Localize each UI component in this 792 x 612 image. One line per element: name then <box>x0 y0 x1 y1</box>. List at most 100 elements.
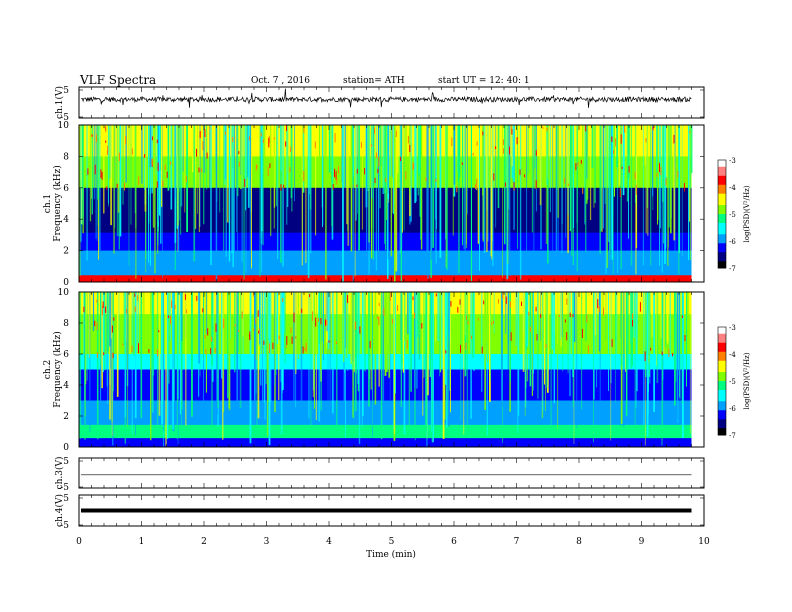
ch2-spectrogram-speckle <box>241 311 243 319</box>
ch2-spectrogram-speckle <box>131 345 133 352</box>
ch2-spectrogram-streak <box>100 292 102 366</box>
ch2-spectrogram-streak <box>191 292 193 417</box>
ch2-spectrogram-speckle <box>204 335 206 340</box>
ch1-spectrogram-speckle <box>255 164 257 171</box>
ch2-spectrogram-streak <box>344 292 345 373</box>
ch1-spectrogram-speckle <box>535 180 537 189</box>
ch1-spectrogram-streak <box>225 125 227 257</box>
ch2-spectrogram-streak <box>374 292 377 405</box>
ch2-spectrogram-streak <box>489 292 491 402</box>
colorbar-swatch <box>718 214 726 217</box>
ch2-spectrogram-speckle <box>304 348 306 351</box>
ch2-spectrogram-streak <box>666 292 669 342</box>
ch2-spectrogram-band <box>79 411 692 415</box>
ch2-spectrogram-band <box>79 431 692 435</box>
ch1-spectrogram-streak <box>689 125 691 189</box>
ch1-spectrogram-speckle <box>201 168 202 173</box>
ch2-spectrogram-speckle <box>269 343 271 353</box>
ch1-spectrogram-speckle <box>138 176 140 185</box>
ch1-spectrogram-streak <box>395 125 398 272</box>
ch1-spectrogram-speckle <box>582 187 584 194</box>
ch2-spectrogram-streak <box>529 292 532 387</box>
ch2-spectrogram-streak <box>560 292 562 347</box>
ch1-spectrogram-speckle <box>378 156 380 167</box>
ch2-spectrogram-streak <box>110 292 113 339</box>
ch1-spectrogram-streak <box>224 125 227 180</box>
ch2-spectrogram-streak <box>312 292 314 398</box>
ch1-spectrogram-streak <box>531 125 533 233</box>
ch1-spectrogram-speckle <box>375 152 377 159</box>
ch2-spectrogram-streak <box>112 292 114 353</box>
ch2-spectrogram-streak <box>256 292 258 431</box>
ch2-spectrogram-streak <box>645 292 647 377</box>
ch2-spectrogram-band <box>79 378 692 381</box>
ch2-spectrogram-streak <box>625 292 626 372</box>
ch2-spectrogram-streak <box>546 292 548 388</box>
ch2-spectrogram-speckle <box>320 318 322 325</box>
ch1-spectrogram-speckle <box>585 125 587 132</box>
ch2-spectrogram-streak <box>596 292 598 388</box>
ch1-spectrogram-streak <box>174 125 176 199</box>
ch2-spectrogram-streak <box>102 292 104 373</box>
ch2-spectrogram-speckle <box>450 301 452 307</box>
ch2-spectrogram-streak <box>439 292 441 377</box>
ch2-spectrogram-band <box>79 389 692 393</box>
ch2-spectrogram-streak <box>345 292 346 438</box>
ch2-spectrogram-streak <box>142 292 145 347</box>
colorbar-tick-label: -6 <box>729 238 736 246</box>
ch1-spectrogram-streak <box>309 125 311 195</box>
ch2-spectrogram-streak <box>203 292 204 361</box>
ch2-spectrogram-streak <box>393 292 394 429</box>
ch2-spectrogram-streak <box>331 292 334 414</box>
time-tick-label: 10 <box>698 537 710 547</box>
ch1-spectrogram-streak <box>470 125 472 281</box>
ch1-spectrogram-speckle <box>511 129 513 135</box>
ch1-spectrogram-tick-label: 4 <box>63 215 69 225</box>
colorbar-swatch <box>718 205 726 208</box>
ch1-spectrogram-streak <box>328 125 331 173</box>
ch1-spectrogram-speckle <box>628 165 630 173</box>
ch1-spectrogram-streak <box>585 125 587 252</box>
ch1-spectrogram-streak <box>420 125 423 250</box>
ch2-spectrogram-speckle <box>223 318 225 329</box>
colorbar-swatch <box>718 408 726 411</box>
ch2-spectrogram-speckle <box>445 350 447 354</box>
ch1-spectrogram-streak <box>203 125 205 225</box>
ch2-spectrogram-speckle <box>347 295 349 304</box>
colorbar-swatch <box>718 354 726 357</box>
ch1-spectrogram-streak <box>394 125 396 282</box>
ch2-spectrogram-streak <box>651 292 653 338</box>
ch2-spectrogram-streak <box>273 292 275 386</box>
ch2-spectrogram-streak <box>319 292 321 345</box>
ch1-spectrogram-streak <box>617 125 618 273</box>
ch1-spectrogram-streak <box>547 125 549 264</box>
ch2-spectrogram-streak <box>515 292 517 346</box>
ch2-spectrogram-tick-label: 2 <box>63 412 69 422</box>
colorbar-swatch <box>718 178 726 181</box>
ch2-spectrogram-streak <box>429 292 432 377</box>
time-tick-label: 0 <box>76 537 82 547</box>
ch1-spectrogram-streak <box>385 125 387 251</box>
ch1-spectrogram-streak <box>688 125 690 260</box>
ch1-spectrogram-streak <box>517 125 518 249</box>
ch1-spectrogram-streak <box>611 125 613 260</box>
ch1-spectrogram-streak <box>321 125 323 208</box>
ch1-spectrogram-band <box>79 264 692 267</box>
ch2-colorbar: -3 -4 -5 -6 -7 log(PSD)(V²/Hz) <box>717 324 751 440</box>
ch2-spectrogram-streak <box>372 292 373 428</box>
time-tick-label: 4 <box>326 537 332 547</box>
colorbar-swatch <box>718 333 726 337</box>
ch1-spectrogram-tick-label: 10 <box>58 121 70 131</box>
ch1-spectrogram-speckle <box>503 148 505 154</box>
ch2-spectrogram-streak <box>116 292 119 397</box>
ch2-spectrogram-streak <box>484 292 486 410</box>
colorbar-swatch <box>718 363 726 366</box>
ch2-spectrogram-speckle <box>258 330 259 334</box>
ch2-spectrogram-speckle <box>491 322 493 325</box>
ch1-spectrogram-streak <box>350 125 353 252</box>
colorbar-swatch <box>718 259 726 262</box>
ch1-spectrogram-streak <box>659 125 660 266</box>
ch1-spectrogram-streak <box>91 125 92 199</box>
ch1-spectrogram-streak <box>681 125 683 257</box>
ch1-spectrogram-streak <box>609 125 611 251</box>
